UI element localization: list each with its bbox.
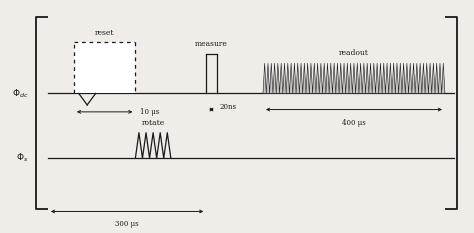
Text: $\Phi_{dc}$: $\Phi_{dc}$ bbox=[11, 87, 28, 99]
Text: readout: readout bbox=[339, 49, 369, 58]
Polygon shape bbox=[74, 42, 136, 93]
Polygon shape bbox=[263, 63, 445, 93]
Text: $\Phi_s$: $\Phi_s$ bbox=[16, 152, 28, 164]
Text: 20ns: 20ns bbox=[219, 103, 236, 111]
Text: reset: reset bbox=[95, 29, 114, 37]
Text: 400 μs: 400 μs bbox=[342, 120, 366, 127]
Text: rotate: rotate bbox=[141, 119, 165, 127]
Text: measure: measure bbox=[195, 40, 228, 48]
Text: 10 μs: 10 μs bbox=[140, 108, 159, 116]
Text: 300 μs: 300 μs bbox=[115, 220, 139, 228]
